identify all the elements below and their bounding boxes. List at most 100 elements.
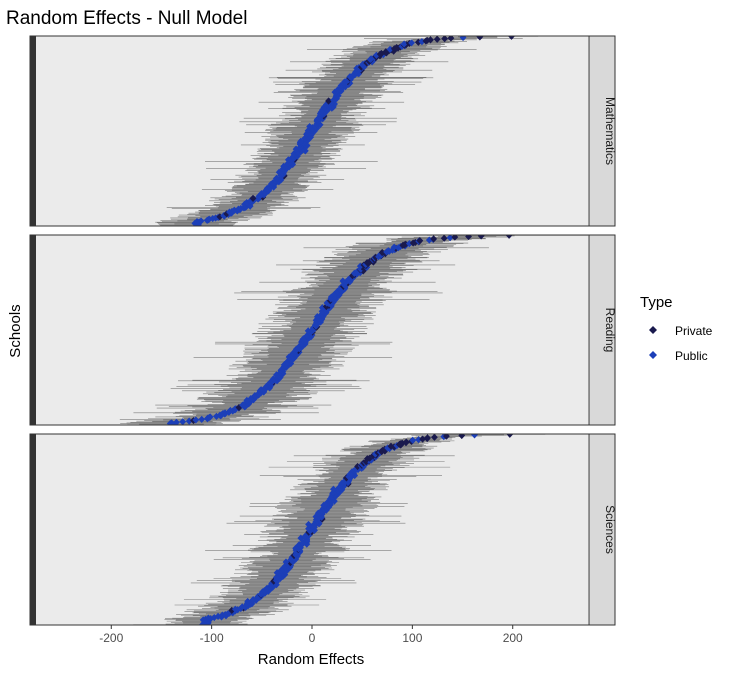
point-public bbox=[386, 45, 394, 53]
point-private bbox=[363, 259, 371, 267]
point-private bbox=[443, 434, 450, 440]
effect-points bbox=[198, 434, 514, 625]
point-public bbox=[268, 579, 276, 588]
facet-reading: Reading bbox=[29, 234, 617, 426]
effect-points bbox=[166, 235, 513, 425]
point-private bbox=[354, 462, 361, 471]
point-private bbox=[372, 253, 380, 261]
x-axis: -200 -100 0 100 200 bbox=[99, 625, 523, 645]
point-private bbox=[465, 235, 472, 241]
point-public bbox=[305, 525, 312, 533]
point-public bbox=[400, 40, 408, 48]
point-public bbox=[273, 569, 281, 577]
panel-border bbox=[29, 35, 616, 227]
panel-border bbox=[29, 234, 616, 426]
point-public bbox=[408, 39, 415, 47]
point-public bbox=[244, 597, 252, 606]
point-private bbox=[249, 194, 257, 202]
panel-border bbox=[29, 433, 616, 626]
point-public bbox=[283, 358, 291, 366]
legend-key-public bbox=[649, 351, 657, 359]
point-public bbox=[185, 417, 193, 425]
x-tick-label: -100 bbox=[200, 631, 224, 645]
point-private bbox=[419, 435, 426, 443]
strip-label-mathematics: Mathematics bbox=[603, 97, 617, 165]
point-private bbox=[362, 458, 370, 466]
point-public bbox=[346, 73, 354, 81]
point-private bbox=[378, 248, 386, 257]
point-public bbox=[197, 217, 205, 225]
strip-background bbox=[588, 234, 616, 426]
point-private bbox=[424, 434, 431, 442]
point-private bbox=[369, 452, 377, 460]
facet-panels: Mathematics Reading Sciences bbox=[29, 35, 617, 626]
strip-background bbox=[588, 35, 616, 227]
point-public bbox=[330, 485, 337, 493]
point-public bbox=[327, 293, 335, 301]
point-public bbox=[459, 36, 467, 42]
point-public bbox=[367, 55, 375, 63]
x-axis-title: Random Effects bbox=[258, 651, 364, 668]
point-private bbox=[431, 434, 438, 441]
point-public bbox=[204, 614, 212, 622]
point-public bbox=[323, 299, 331, 307]
point-public bbox=[331, 100, 338, 108]
point-public bbox=[168, 419, 176, 425]
point-public bbox=[260, 587, 268, 595]
point-public bbox=[275, 178, 283, 186]
point-private bbox=[433, 36, 441, 43]
x-tick-label: -200 bbox=[99, 631, 123, 645]
point-public bbox=[390, 243, 398, 251]
point-public bbox=[305, 520, 312, 529]
facet-sciences: Sciences bbox=[29, 433, 617, 626]
point-public bbox=[273, 174, 280, 182]
point-public bbox=[179, 418, 187, 425]
point-public bbox=[282, 558, 290, 566]
point-public bbox=[276, 175, 284, 183]
interval-bars bbox=[119, 235, 588, 425]
point-public bbox=[306, 122, 314, 131]
point-public bbox=[313, 313, 321, 321]
point-public bbox=[192, 416, 200, 424]
point-private bbox=[505, 235, 513, 239]
point-private bbox=[508, 36, 515, 40]
panel-left-bar bbox=[30, 235, 36, 425]
point-public bbox=[193, 217, 201, 226]
point-public bbox=[415, 436, 422, 444]
point-public bbox=[384, 247, 392, 255]
facet-mathematics: Mathematics bbox=[29, 35, 617, 227]
legend-title: Type bbox=[640, 294, 673, 311]
point-public bbox=[301, 134, 309, 143]
legend-label-public: Public bbox=[675, 349, 708, 363]
point-public bbox=[294, 147, 301, 156]
effect-points bbox=[191, 36, 515, 226]
point-public bbox=[393, 442, 401, 450]
point-private bbox=[325, 97, 332, 105]
point-public bbox=[346, 79, 354, 87]
point-private bbox=[393, 43, 400, 52]
point-public bbox=[287, 556, 295, 564]
y-axis-title: Schools bbox=[7, 304, 24, 357]
strip-label-reading: Reading bbox=[603, 308, 617, 353]
point-public bbox=[273, 371, 280, 379]
point-public bbox=[356, 262, 364, 270]
chart-title: Random Effects - Null Model bbox=[6, 8, 247, 29]
point-private bbox=[476, 36, 484, 41]
point-public bbox=[280, 162, 288, 170]
point-private bbox=[414, 38, 422, 46]
point-public bbox=[275, 168, 283, 176]
x-tick-label: 100 bbox=[402, 631, 422, 645]
point-private bbox=[430, 235, 438, 243]
x-tick-label: 200 bbox=[503, 631, 523, 645]
point-public bbox=[471, 434, 478, 439]
point-public bbox=[292, 345, 300, 353]
point-private bbox=[440, 235, 448, 242]
point-public bbox=[322, 100, 330, 109]
panel-left-bar bbox=[30, 36, 36, 226]
point-public bbox=[198, 415, 206, 423]
point-private bbox=[402, 438, 410, 446]
point-public bbox=[320, 501, 328, 509]
x-tick-label: 0 bbox=[309, 631, 316, 645]
point-private bbox=[451, 235, 459, 241]
